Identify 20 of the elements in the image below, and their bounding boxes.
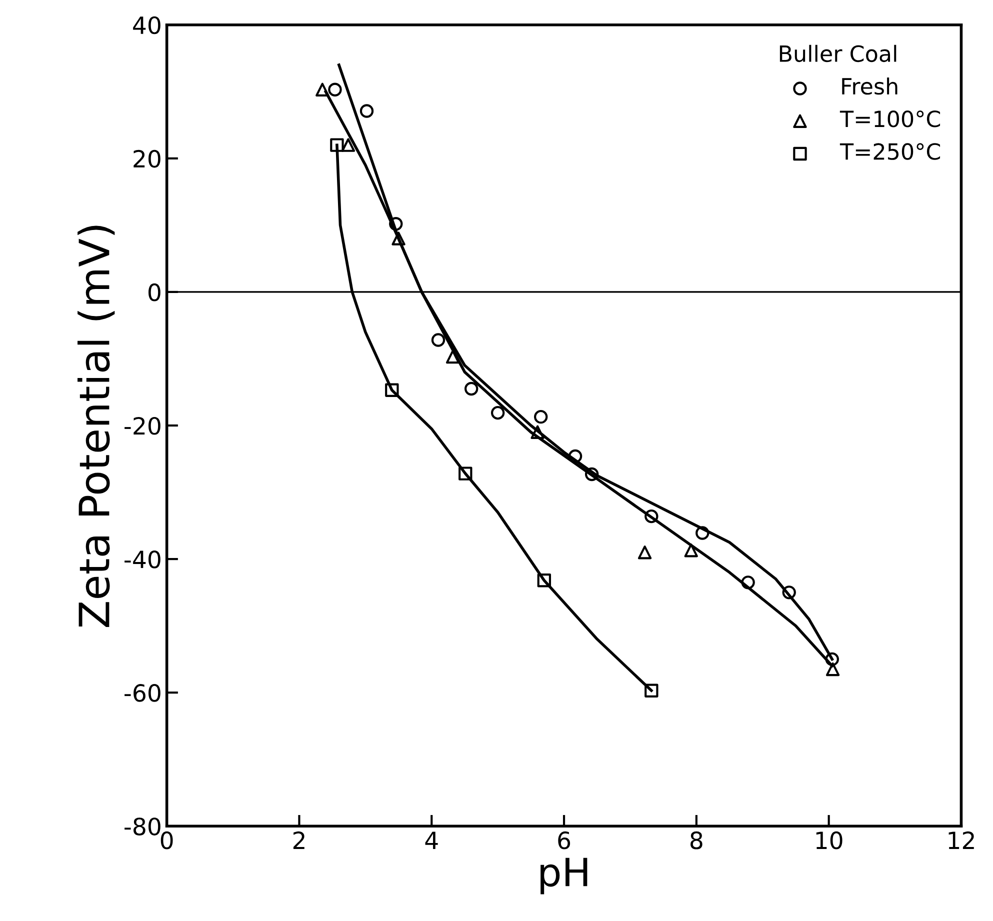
y-tick-label: 0 [148,283,160,302]
y-tick-label: 20 [134,150,160,168]
y-tick-label: -60 [124,684,160,702]
legend-label: Fresh [842,77,898,95]
legend-label: T=250°C [840,143,940,160]
y-tick-label: 40 [133,16,160,34]
x-tick-label: 2 [293,831,304,849]
y-tick-label: -40 [124,550,160,568]
x-tick-label: 6 [558,831,570,850]
x-tick-label: 10 [816,831,842,850]
x-axis-title: pH [540,858,588,894]
y-axis-title: Zeta Potential (mV) [78,226,115,627]
legend-label: T=100°C [840,110,940,128]
x-tick-label: 12 [948,831,974,849]
y-tick-label: -80 [124,818,160,836]
y-tick-label: -20 [124,416,160,435]
x-tick-label: 8 [690,831,702,850]
x-tick-label: 0 [160,831,173,850]
legend-title: Buller Coal [780,44,896,62]
x-tick-label: 4 [425,832,438,849]
